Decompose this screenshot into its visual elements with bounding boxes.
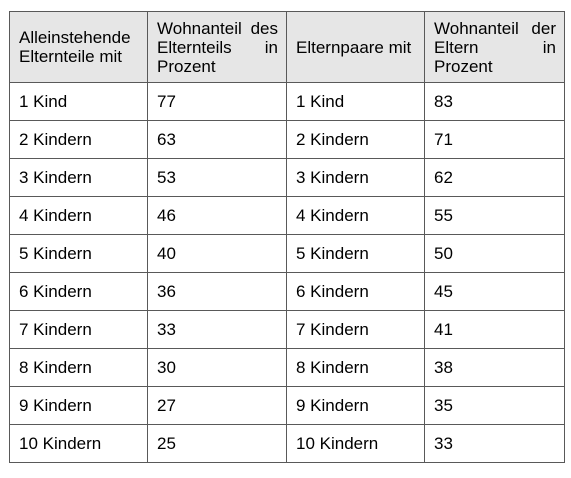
header-label: Alleinstehende Elternteile mit [19, 28, 131, 66]
cell-single-parent-share: 30 [147, 348, 287, 387]
table-row: 1 Kind 77 1 Kind 83 [9, 82, 565, 121]
table-body: 1 Kind 77 1 Kind 83 2 Kindern 63 2 Kindern 71 3 … [9, 82, 565, 463]
cell-couple-share: 62 [424, 158, 565, 197]
cell-single-parent-children: 3 Kindern [9, 158, 148, 197]
cell-single-parent-share: 25 [147, 424, 287, 463]
cell-couple-share: 83 [424, 82, 565, 121]
table-row: 10 Kindern 25 10 Kindern 33 [9, 424, 565, 463]
cell-couple-share: 38 [424, 348, 565, 387]
cell-couple-children: 6 Kindern [286, 272, 425, 311]
table-row: 5 Kindern 40 5 Kindern 50 [9, 234, 565, 273]
cell-single-parent-share: 33 [147, 310, 287, 349]
cell-couple-share: 50 [424, 234, 565, 273]
data-table-container: Alleinstehende Elternteile mit Wohnantei… [9, 11, 565, 463]
header-label: Elternpaare mit [296, 37, 412, 57]
cell-single-parent-children: 9 Kindern [9, 386, 148, 425]
cell-single-parent-children: 7 Kindern [9, 310, 148, 349]
cell-couple-share: 33 [424, 424, 565, 463]
header-single-parents: Alleinstehende Elternteile mit [9, 11, 148, 83]
cell-single-parent-children: 10 Kindern [9, 424, 148, 463]
table-row: 7 Kindern 33 7 Kindern 41 [9, 310, 565, 349]
cell-single-parent-children: 5 Kindern [9, 234, 148, 273]
housing-share-table: Alleinstehende Elternteile mit Wohnantei… [9, 11, 565, 463]
cell-single-parent-share: 53 [147, 158, 287, 197]
header-parent-couples: Elternpaare mit [286, 11, 425, 83]
cell-couple-share: 41 [424, 310, 565, 349]
header-label: Wohnanteil der Eltern in Prozent [434, 18, 556, 76]
cell-couple-children: 3 Kindern [286, 158, 425, 197]
cell-couple-share: 71 [424, 120, 565, 159]
header-single-parent-share: Wohnanteil des Elternteils in Prozent [147, 11, 287, 83]
header-parent-couple-share: Wohnanteil der Eltern in Prozent [424, 11, 565, 83]
cell-single-parent-share: 63 [147, 120, 287, 159]
cell-single-parent-children: 2 Kindern [9, 120, 148, 159]
table-row: 4 Kindern 46 4 Kindern 55 [9, 196, 565, 235]
cell-single-parent-children: 8 Kindern [9, 348, 148, 387]
cell-single-parent-children: 1 Kind [9, 82, 148, 121]
cell-couple-children: 2 Kindern [286, 120, 425, 159]
cell-couple-children: 8 Kindern [286, 348, 425, 387]
cell-single-parent-share: 36 [147, 272, 287, 311]
cell-couple-children: 1 Kind [286, 82, 425, 121]
cell-couple-children: 9 Kindern [286, 386, 425, 425]
cell-single-parent-share: 27 [147, 386, 287, 425]
cell-couple-children: 4 Kindern [286, 196, 425, 235]
table-row: 9 Kindern 27 9 Kindern 35 [9, 386, 565, 425]
cell-single-parent-share: 40 [147, 234, 287, 273]
cell-couple-children: 5 Kindern [286, 234, 425, 273]
cell-couple-children: 7 Kindern [286, 310, 425, 349]
cell-couple-children: 10 Kindern [286, 424, 425, 463]
cell-couple-share: 35 [424, 386, 565, 425]
table-row: 3 Kindern 53 3 Kindern 62 [9, 158, 565, 197]
table-row: 2 Kindern 63 2 Kindern 71 [9, 120, 565, 159]
table-row: 8 Kindern 30 8 Kindern 38 [9, 348, 565, 387]
cell-couple-share: 55 [424, 196, 565, 235]
header-label: Wohnanteil des Elternteils in Prozent [157, 18, 278, 76]
cell-single-parent-children: 4 Kindern [9, 196, 148, 235]
cell-single-parent-share: 77 [147, 82, 287, 121]
table-header-row: Alleinstehende Elternteile mit Wohnantei… [9, 11, 565, 83]
cell-couple-share: 45 [424, 272, 565, 311]
table-row: 6 Kindern 36 6 Kindern 45 [9, 272, 565, 311]
cell-single-parent-share: 46 [147, 196, 287, 235]
cell-single-parent-children: 6 Kindern [9, 272, 148, 311]
